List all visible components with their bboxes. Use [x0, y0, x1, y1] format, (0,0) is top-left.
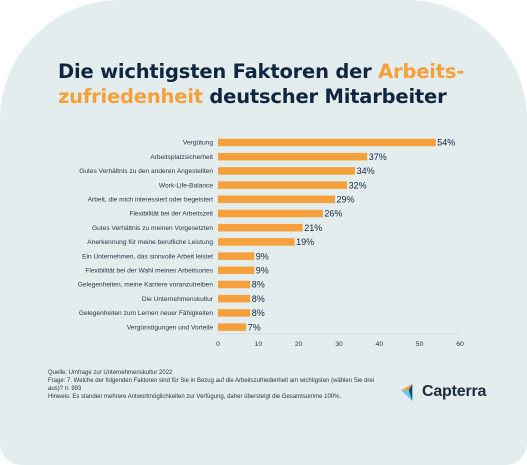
bar: [218, 223, 303, 232]
value-label: 54%: [437, 138, 455, 148]
category-label: Gelegenheiten zum Lernen neuer Fähigkeit…: [79, 310, 213, 317]
value-label: 32%: [349, 180, 367, 190]
chart-footer: Quelle: Umfrage zur Unternehmenskultur 2…: [48, 369, 378, 401]
bar: [218, 195, 335, 204]
title-part1: Die wichtigsten Faktoren der: [58, 60, 379, 83]
capterra-logo: Capterra: [401, 383, 486, 401]
title-highlight-1: Arbeits-: [378, 60, 465, 83]
value-label: 26%: [324, 209, 342, 219]
category-label: Work-Life-Balance: [159, 182, 213, 189]
value-label: 37%: [369, 152, 387, 162]
category-label: Arbeit, die mich interessiert oder begei…: [88, 197, 214, 204]
category-label: Vergütung: [183, 140, 213, 147]
x-tick-label: 50: [416, 341, 424, 348]
category-label: Ein Unternehmen, das sinnvolle Arbeit le…: [82, 253, 213, 260]
x-tick-label: 0: [216, 341, 220, 348]
value-label: 34%: [357, 166, 375, 176]
bar: [218, 167, 356, 175]
source-note: Quelle: Umfrage zur Unternehmenskultur 2…: [48, 370, 173, 376]
category-label: Flexibilität bei der Arbeitszeit: [129, 211, 213, 218]
category-label: Gutes Verhältnis zu den anderen Angestel…: [79, 168, 213, 175]
category-label: Gutes Verhältnis zu meinen Vorgesetzten: [92, 225, 213, 232]
bar: [218, 309, 251, 317]
bar: [218, 280, 251, 289]
value-label: 8%: [252, 294, 265, 304]
bar: [218, 323, 247, 331]
value-label: 29%: [336, 195, 354, 205]
capterra-wordmark: Capterra: [422, 383, 487, 400]
bar: [218, 138, 436, 147]
chart-title: Die wichtigsten Faktoren der Arbeits-zuf…: [58, 59, 498, 109]
x-tick-label: 30: [335, 341, 343, 348]
category-label: Flexibilität bei der Wahl meines Arbeits…: [85, 268, 213, 275]
bar: [218, 209, 323, 218]
category-label: Anerkennung für meine berufliche Leistun…: [87, 239, 213, 246]
title-highlight-2: zufriedenheit: [58, 85, 203, 108]
hint-note: Hinweis: Es standen mehrere Antwortmögli…: [48, 394, 342, 400]
bar: [218, 238, 295, 246]
category-label: Gelegenheiten, meine Karriere voranzutre…: [78, 282, 214, 289]
x-tick-label: 60: [456, 341, 464, 348]
bar: [218, 294, 251, 303]
x-tick-label: 40: [376, 341, 384, 348]
bar: [218, 266, 255, 275]
question-note: Frage: 7. Welche der folgenden Faktoren …: [48, 378, 375, 392]
bar: [218, 152, 368, 161]
category-label: Arbeitsplatzsicherheit: [150, 154, 213, 161]
value-label: 9%: [256, 266, 269, 276]
value-label: 19%: [296, 237, 314, 247]
capterra-arrow-icon: [401, 383, 413, 401]
value-label: 8%: [252, 308, 265, 318]
x-tick-label: 20: [295, 341, 303, 348]
bar: [218, 181, 348, 189]
bar: [218, 252, 255, 260]
title-part2: deutscher Mitarbeiter: [202, 85, 447, 108]
x-tick-label: 10: [255, 341, 263, 348]
category-label: Die Unternehmenskultur: [142, 296, 214, 303]
value-label: 21%: [304, 223, 322, 233]
value-label: 8%: [252, 280, 265, 290]
value-label: 9%: [256, 251, 269, 261]
category-label: Vergünstigungen und Vorteile: [127, 324, 213, 331]
value-label: 7%: [248, 322, 261, 332]
